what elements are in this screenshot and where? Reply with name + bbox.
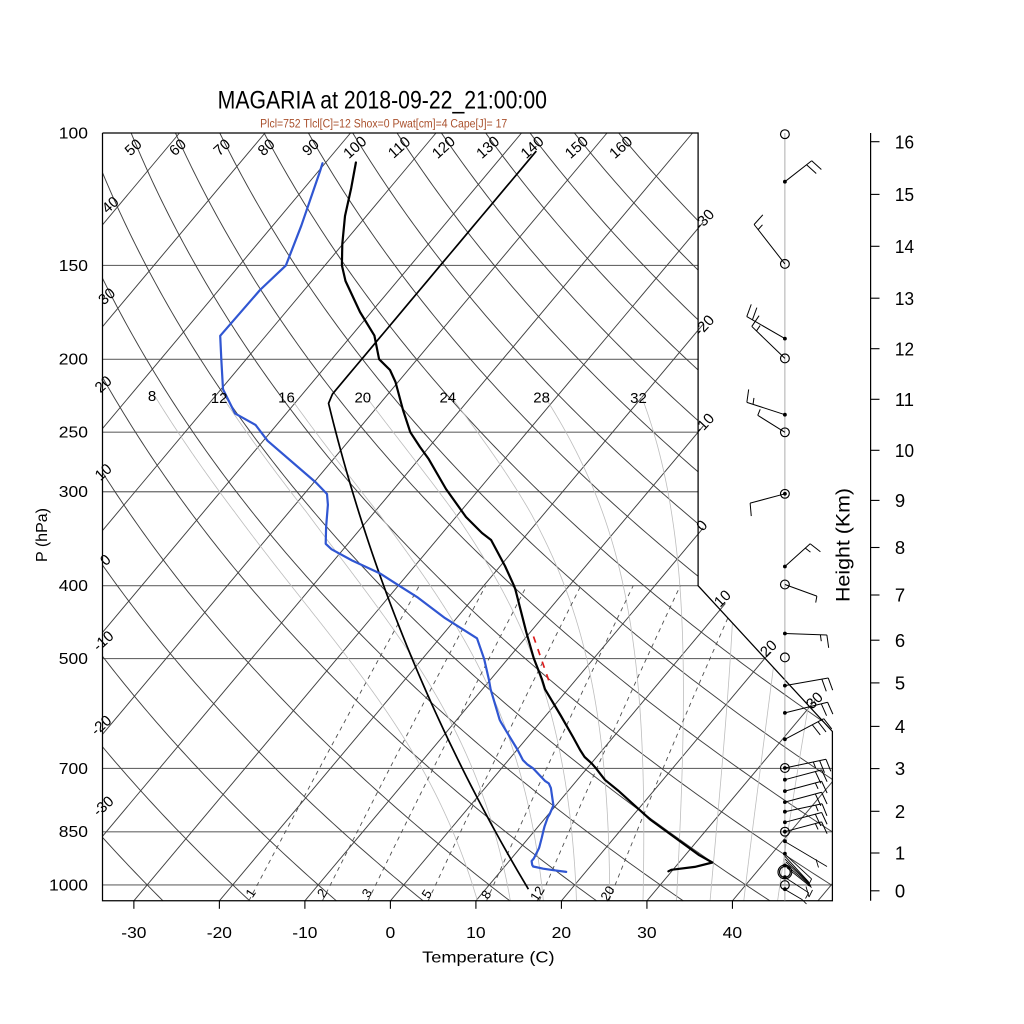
svg-text:20: 20 [552, 925, 572, 942]
svg-text:MAGARIA at 2018-09-22_21:00:00: MAGARIA at 2018-09-22_21:00:00 [218, 88, 547, 115]
svg-text:300: 300 [59, 484, 89, 501]
svg-text:400: 400 [59, 578, 89, 595]
svg-text:20: 20 [354, 390, 371, 407]
svg-text:9: 9 [895, 490, 905, 511]
svg-text:0: 0 [895, 880, 905, 901]
svg-text:4: 4 [895, 716, 905, 737]
svg-text:16: 16 [278, 390, 295, 407]
svg-text:15: 15 [895, 184, 914, 205]
svg-text:P (hPa): P (hPa) [34, 508, 51, 562]
svg-text:-10: -10 [292, 925, 318, 942]
svg-text:12: 12 [211, 390, 228, 407]
svg-text:20: 20 [597, 883, 617, 903]
svg-text:2: 2 [895, 801, 905, 822]
svg-text:150: 150 [59, 258, 89, 275]
svg-text:250: 250 [59, 425, 89, 442]
svg-text:850: 850 [59, 824, 89, 841]
svg-text:-30: -30 [121, 925, 147, 942]
svg-text:500: 500 [59, 651, 89, 668]
svg-text:5: 5 [895, 673, 905, 694]
svg-text:24: 24 [439, 390, 456, 407]
svg-text:8: 8 [148, 388, 156, 405]
svg-text:700: 700 [59, 761, 89, 778]
svg-text:Temperature (C): Temperature (C) [422, 950, 554, 967]
svg-text:10: 10 [466, 925, 486, 942]
svg-text:1000: 1000 [49, 877, 88, 894]
svg-text:-20: -20 [207, 925, 233, 942]
svg-text:13: 13 [895, 288, 914, 309]
svg-text:Height (Km): Height (Km) [834, 488, 855, 602]
svg-text:32: 32 [630, 390, 647, 407]
svg-text:7: 7 [895, 585, 905, 606]
svg-text:1: 1 [895, 843, 905, 864]
svg-text:6: 6 [895, 630, 905, 651]
svg-text:12: 12 [895, 338, 914, 359]
svg-text:12: 12 [527, 883, 547, 903]
svg-text:16: 16 [895, 131, 914, 152]
svg-text:28: 28 [533, 390, 550, 407]
svg-text:0: 0 [386, 925, 396, 942]
svg-text:100: 100 [59, 125, 89, 142]
svg-text:8: 8 [895, 537, 905, 558]
svg-text:Plcl=752 Tlcl[C]=12 Shox=0 Pwa: Plcl=752 Tlcl[C]=12 Shox=0 Pwat[cm]=4 Ca… [260, 116, 507, 130]
svg-text:14: 14 [895, 236, 914, 257]
svg-text:30: 30 [637, 925, 657, 942]
svg-text:11: 11 [895, 389, 914, 410]
svg-text:10: 10 [895, 440, 914, 461]
svg-text:40: 40 [723, 925, 743, 942]
svg-text:200: 200 [59, 352, 89, 369]
svg-text:3: 3 [895, 758, 905, 779]
